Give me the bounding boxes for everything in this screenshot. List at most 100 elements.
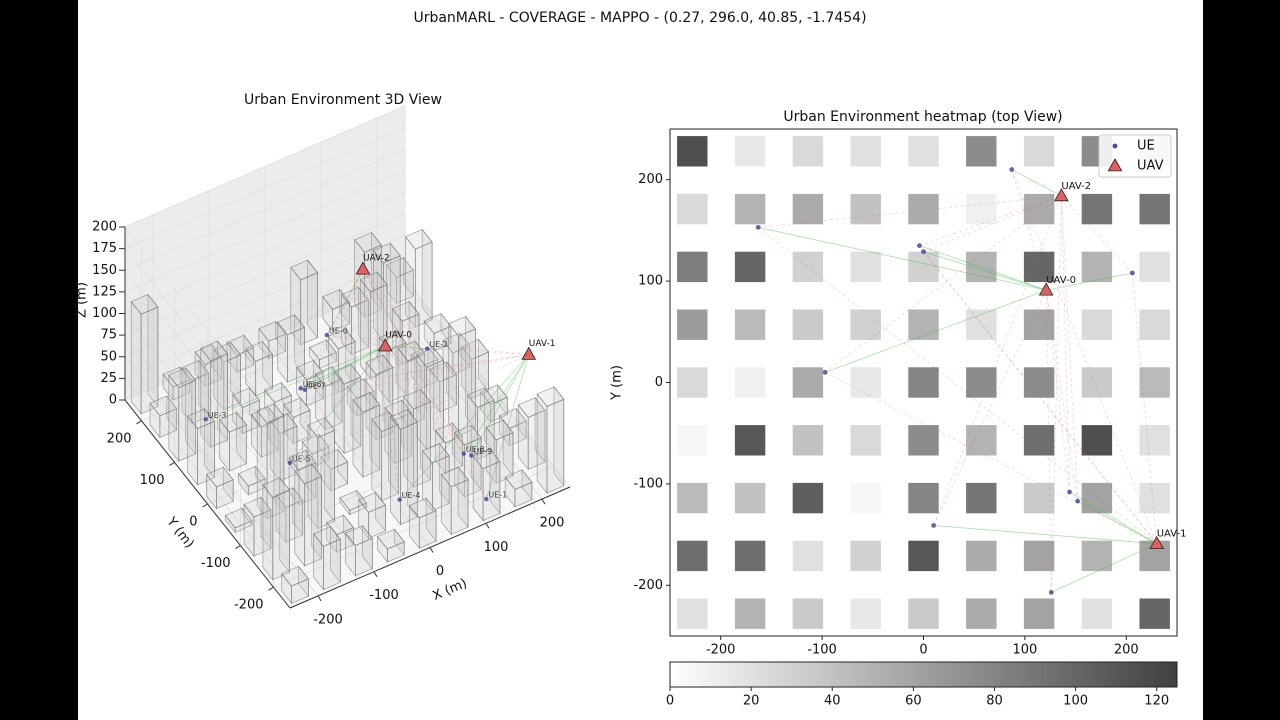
ue-point bbox=[298, 386, 303, 391]
chart-title: Urban Environment heatmap (top View) bbox=[783, 109, 1062, 125]
heatmap-cell bbox=[792, 193, 824, 225]
building bbox=[498, 407, 527, 447]
building bbox=[290, 259, 319, 346]
building-face bbox=[262, 477, 291, 498]
building-face bbox=[391, 301, 420, 322]
building-face bbox=[205, 466, 234, 488]
heatmap-cell bbox=[792, 425, 824, 456]
link bbox=[1069, 491, 1157, 545]
building bbox=[536, 385, 565, 494]
building-face bbox=[408, 497, 437, 519]
building bbox=[461, 338, 490, 400]
building-face bbox=[281, 565, 309, 587]
link bbox=[463, 354, 530, 454]
heatmap-cell bbox=[850, 540, 881, 572]
building-face bbox=[435, 422, 463, 444]
building-face bbox=[345, 525, 373, 546]
heatmap-cell bbox=[908, 309, 939, 340]
x-tick-label: 200 bbox=[540, 516, 565, 531]
building bbox=[219, 411, 247, 472]
building-face bbox=[372, 242, 401, 264]
y-tick bbox=[268, 586, 274, 591]
heatmap-cell bbox=[908, 425, 939, 456]
building bbox=[314, 365, 343, 431]
heatmap-cell bbox=[1139, 598, 1170, 629]
heatmap-cell bbox=[1139, 251, 1170, 283]
building-face bbox=[416, 347, 445, 368]
heatmap-cell bbox=[734, 136, 766, 167]
building bbox=[149, 394, 178, 439]
heatmap-cell bbox=[1023, 540, 1055, 572]
link bbox=[486, 354, 530, 500]
building-face bbox=[450, 479, 469, 535]
y-tick-label: -100 bbox=[633, 476, 663, 491]
building bbox=[504, 468, 533, 508]
link bbox=[1011, 169, 1047, 291]
building bbox=[200, 340, 229, 449]
building-face bbox=[358, 492, 386, 513]
x-tick bbox=[373, 571, 378, 577]
building-face bbox=[294, 470, 306, 567]
ue-point bbox=[425, 346, 430, 351]
building-face bbox=[354, 232, 382, 253]
heatmap-cell bbox=[734, 425, 766, 456]
building bbox=[181, 359, 210, 425]
link bbox=[824, 195, 1062, 373]
building bbox=[341, 286, 369, 356]
colorbar-tick-label: 0 bbox=[666, 694, 674, 709]
uav-label: UAV-0 bbox=[385, 331, 412, 341]
heatmap-cell bbox=[792, 251, 824, 283]
x-tick-label: -100 bbox=[369, 588, 399, 603]
heatmap-cell bbox=[966, 136, 997, 167]
heatmap-cell bbox=[966, 482, 997, 514]
link bbox=[362, 269, 487, 500]
uav-marker bbox=[377, 338, 393, 352]
heatmap-cell bbox=[1139, 193, 1170, 225]
heatmap-cell bbox=[850, 193, 881, 225]
building-face bbox=[339, 490, 368, 511]
building-face bbox=[245, 341, 274, 362]
heatmap-cell bbox=[792, 309, 824, 340]
x-tick-label: 0 bbox=[919, 643, 927, 658]
y-tick-label: -100 bbox=[201, 556, 231, 571]
heatmap-cell bbox=[1023, 251, 1055, 283]
heatmap-cell bbox=[1023, 193, 1055, 225]
link bbox=[326, 269, 364, 336]
building-face bbox=[168, 374, 180, 463]
link bbox=[1045, 290, 1070, 493]
link bbox=[933, 290, 1047, 526]
building-face bbox=[371, 418, 383, 502]
building-face bbox=[294, 463, 323, 485]
letterbox-right bbox=[1203, 0, 1280, 720]
building bbox=[339, 489, 368, 516]
heatmap-cell bbox=[734, 367, 766, 398]
building-face bbox=[301, 433, 330, 455]
colorbar bbox=[669, 661, 1178, 688]
link bbox=[326, 334, 386, 347]
heatmap-cell bbox=[966, 598, 997, 629]
heatmap-cell bbox=[677, 425, 708, 456]
link bbox=[919, 195, 1062, 246]
ue-point bbox=[203, 417, 208, 422]
building bbox=[371, 410, 400, 502]
building-face bbox=[232, 387, 260, 409]
x-tick-label: -200 bbox=[706, 643, 736, 658]
ue-point bbox=[287, 460, 293, 466]
plot-area bbox=[677, 136, 1170, 629]
building bbox=[480, 383, 508, 423]
heatmap-cell bbox=[1081, 251, 1113, 283]
link bbox=[304, 354, 529, 391]
building bbox=[404, 228, 433, 329]
building bbox=[281, 565, 309, 605]
heatmap-cell bbox=[792, 136, 824, 167]
heatmap-cell bbox=[908, 598, 939, 629]
building bbox=[485, 419, 514, 485]
building bbox=[403, 388, 431, 489]
link bbox=[384, 346, 400, 500]
y-axis-label: Y (m) bbox=[610, 365, 625, 401]
link bbox=[300, 269, 364, 389]
building-face bbox=[219, 411, 247, 433]
building-face bbox=[327, 328, 356, 350]
heatmap-cell bbox=[908, 251, 939, 283]
